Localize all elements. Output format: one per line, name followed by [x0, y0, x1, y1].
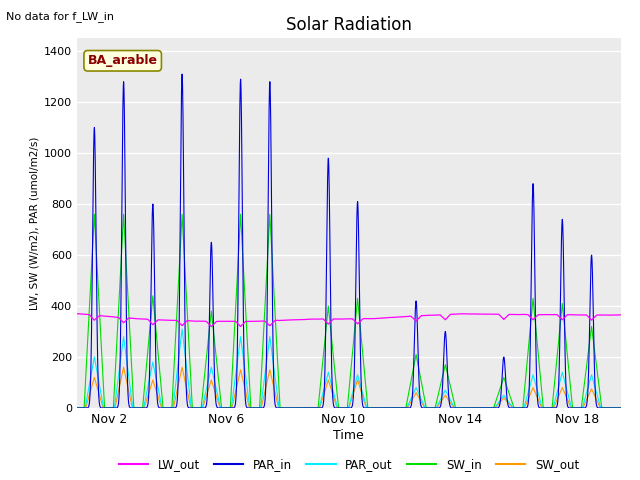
Title: Solar Radiation: Solar Radiation — [286, 16, 412, 34]
Text: BA_arable: BA_arable — [88, 54, 157, 67]
X-axis label: Time: Time — [333, 429, 364, 442]
Text: No data for f_LW_in: No data for f_LW_in — [6, 11, 115, 22]
Y-axis label: LW, SW (W/m2), PAR (umol/m2/s): LW, SW (W/m2), PAR (umol/m2/s) — [29, 136, 40, 310]
Legend: LW_out, PAR_in, PAR_out, SW_in, SW_out: LW_out, PAR_in, PAR_out, SW_in, SW_out — [114, 454, 584, 476]
